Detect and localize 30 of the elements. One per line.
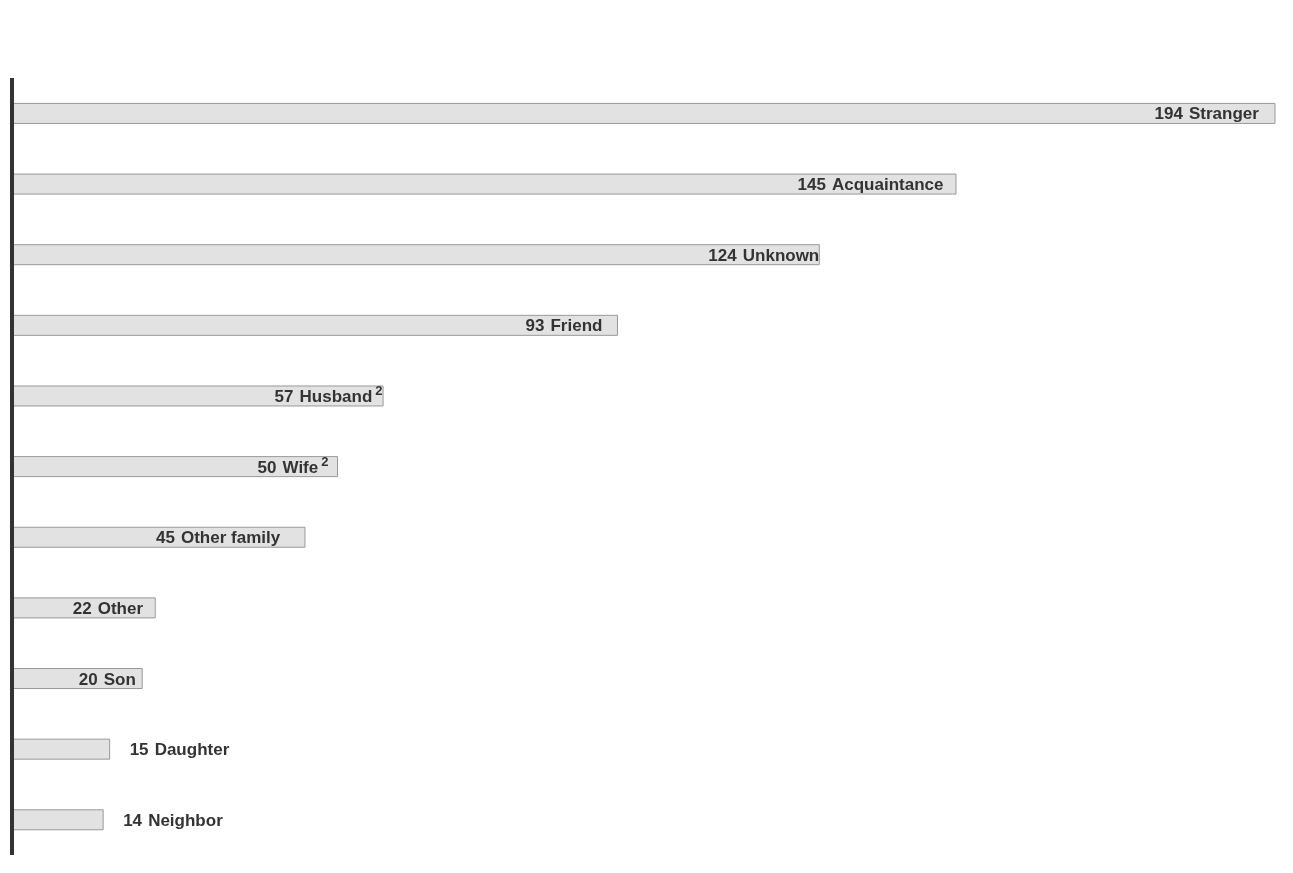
y-tick-label: Wife$^{2}$ [282,453,329,477]
data-label: 194 [1154,104,1184,124]
bar [11,314,618,336]
y-tick-label: Unknown [742,245,820,265]
bar [11,102,1276,124]
data-label: 45 [155,528,175,548]
data-label: 15 [129,740,149,760]
bar [11,809,104,831]
y-tick-label: Acquaintance [831,175,944,195]
data-label: 93 [525,316,545,336]
data-label: 50 [257,457,277,477]
y-tick-label: Son [103,669,136,689]
y-tick-label: Friend [550,316,603,336]
y-tick-label: Husband$^{2}$ [299,382,383,406]
data-label: 124 [708,245,738,265]
bar [11,244,820,266]
bar [11,738,111,760]
y-tick-label: Other family [180,528,281,548]
y-tick-label: Neighbor [148,810,224,830]
data-label: 14 [123,810,143,830]
y-tick-label: Stranger [1189,104,1260,124]
data-label: 22 [72,598,92,618]
y-tick-label: Other [97,598,144,618]
data-label: 20 [78,669,98,689]
data-label: 57 [274,386,294,406]
bar [11,456,339,478]
bar [11,173,957,195]
data-label: 145 [797,175,826,195]
bar [11,385,384,407]
y-tick-label: Daughter [154,740,230,760]
